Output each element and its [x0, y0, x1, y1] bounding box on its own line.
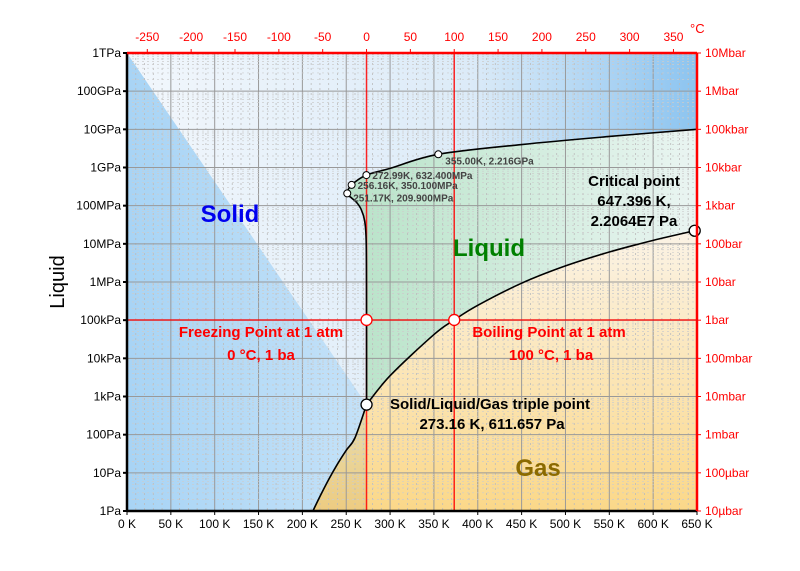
right-tick-label: 100bar: [705, 237, 742, 251]
vaporization-curve: [365, 229, 695, 406]
top-tick-label: 300: [620, 30, 640, 44]
top-tick-label: 100: [444, 30, 464, 44]
freezing-point-values: 0 °C, 1 ba: [227, 347, 295, 364]
x-tick-label: 400 K: [462, 517, 493, 531]
y-tick-label: 100Pa: [86, 428, 121, 442]
right-tick-label: 10µbar: [705, 504, 743, 518]
top-tick-label: -100: [267, 30, 291, 44]
x-tick-label: 650 K: [681, 517, 712, 531]
y-axis-label: Liquid: [47, 255, 69, 308]
x-tick-label: 150 K: [243, 517, 274, 531]
critical-point-marker: [688, 224, 701, 237]
y-tick-label: 1MPa: [90, 275, 122, 289]
top-tick-label: 50: [404, 30, 418, 44]
x-tick-label: 600 K: [637, 517, 668, 531]
right-tick-label: 10mbar: [705, 390, 746, 404]
critical-point-pressure: 2.2064E7 Pa: [591, 213, 678, 230]
data-point-label: 251.17K, 209.900MPa: [353, 193, 454, 204]
right-tick-label: 10kbar: [705, 161, 742, 175]
y-tick-label: 10MPa: [83, 237, 121, 251]
y-tick-label: 1TPa: [92, 46, 121, 60]
x-tick-label: 250 K: [331, 517, 362, 531]
data-point-marker: [434, 150, 443, 159]
y-tick-label: 1GPa: [90, 161, 121, 175]
x-tick-label: 500 K: [550, 517, 581, 531]
freezing-point-title: Freezing Point at 1 atm: [179, 324, 343, 341]
right-tick-label: 100mbar: [705, 351, 752, 365]
y-tick-label: 1Pa: [100, 504, 122, 518]
y-tick-label: 10Pa: [93, 466, 121, 480]
data-point-label: 272.99K, 632.400MPa: [372, 171, 473, 182]
top-tick-label: 250: [576, 30, 596, 44]
top-tick-label: -200: [179, 30, 203, 44]
top-tick-label: -150: [223, 30, 247, 44]
top-tick-label: 150: [488, 30, 508, 44]
data-point-label: 256.16K, 350.100MPa: [358, 181, 459, 192]
y-tick-label: 100kPa: [80, 313, 121, 327]
top-tick-label: 0: [363, 30, 370, 44]
critical-point-title: Critical point: [588, 173, 680, 190]
triple-point-values: 273.16 K, 611.657 Pa: [419, 416, 565, 433]
y-tick-label: 10kPa: [87, 351, 121, 365]
boiling-point-marker: [448, 313, 461, 327]
right-tick-label: 1kbar: [705, 199, 735, 213]
data-point-label: 355.00K, 2.216GPa: [445, 156, 534, 167]
region-label-liquid: Liquid: [453, 235, 525, 262]
right-tick-label: 1bar: [705, 313, 729, 327]
triple-point-title: Solid/Liquid/Gas triple point: [390, 396, 590, 413]
data-point-marker: [343, 189, 352, 198]
y-tick-label: 10GPa: [84, 122, 122, 136]
x-tick-label: 100 K: [199, 517, 230, 531]
right-tick-label: 10Mbar: [705, 46, 746, 60]
x-tick-label: 200 K: [287, 517, 318, 531]
right-tick-label: 1Mbar: [705, 84, 739, 98]
right-tick-label: 1mbar: [705, 428, 739, 442]
x-tick-label: 450 K: [506, 517, 537, 531]
y-tick-label: 1kPa: [94, 390, 122, 404]
boiling-point-title: Boiling Point at 1 atm: [472, 324, 625, 341]
y-tick-label: 100MPa: [76, 199, 121, 213]
x-tick-label: 350 K: [418, 517, 449, 531]
top-tick-label: 200: [532, 30, 552, 44]
right-tick-label: 100µbar: [705, 466, 749, 480]
freezing-point-marker: [360, 313, 373, 327]
data-point-marker: [362, 171, 371, 180]
critical-point-temp: 647.396 K,: [597, 193, 670, 210]
region-label-gas: Gas: [515, 455, 560, 482]
top-tick-label: 350: [663, 30, 683, 44]
right-tick-label: 10bar: [705, 275, 736, 289]
boiling-point-values: 100 °C, 1 ba: [509, 347, 594, 364]
sublimation-curve: [312, 404, 368, 512]
top-tick-label: -250: [135, 30, 159, 44]
top-axis-unit: °C: [690, 21, 705, 36]
region-label-solid: Solid: [201, 201, 260, 228]
triple-point-marker: [360, 398, 373, 411]
x-tick-label: 50 K: [159, 517, 184, 531]
x-tick-label: 550 K: [594, 517, 625, 531]
y-tick-label: 100GPa: [77, 84, 121, 98]
right-tick-label: 100kbar: [705, 122, 748, 136]
data-point-marker: [347, 180, 356, 189]
x-tick-label: 0 K: [118, 517, 136, 531]
x-tick-label: 300 K: [374, 517, 405, 531]
top-tick-label: -50: [314, 30, 332, 44]
